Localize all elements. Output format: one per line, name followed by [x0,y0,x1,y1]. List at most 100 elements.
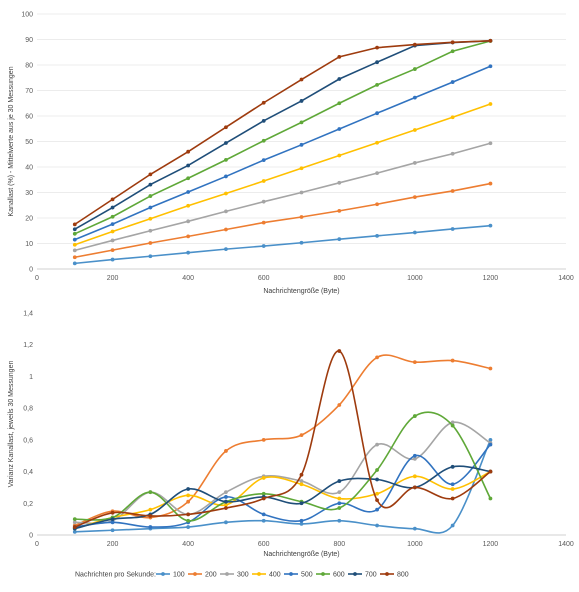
chart-2: 0 0,2 0,4 0,6 0,8 1 1,2 1,4 0 200 400 600 800 1000 120… [8,311,574,559]
data-point-500 [299,142,304,147]
data-point-800 [261,100,266,105]
data-point-700 [224,141,228,145]
data-point-300 [110,238,115,243]
data-point-700 [224,499,228,504]
legend-marker-800 [385,572,389,576]
legend-marker-300 [225,572,229,576]
data-point-800 [148,514,153,518]
legend-label-600: 600 [333,572,345,579]
data-point-400 [450,487,455,491]
data-point-100 [148,254,153,259]
data-point-200 [375,355,379,360]
data-point-200 [261,220,266,225]
data-point-100 [337,237,342,242]
data-point-800 [224,506,228,510]
y-axis-title: Kanallast (%) - Mittelwerte aus je 30 Me… [8,66,15,216]
y-tick-label: 60 [25,114,33,121]
data-point-100 [299,522,304,526]
data-point-400 [148,507,153,512]
data-point-100 [375,233,379,238]
data-point-200 [375,202,379,207]
data-point-800 [337,54,342,59]
data-point-800 [337,349,342,353]
data-point-400 [488,102,493,106]
data-point-300 [488,141,493,146]
data-point-100 [72,261,77,266]
data-point-800 [110,197,115,202]
data-point-400 [450,115,455,120]
data-point-500 [375,507,379,512]
data-point-800 [186,512,191,517]
x-tick-label: 1200 [483,275,499,282]
data-point-500 [261,158,266,163]
y-tick-label: 10 [25,241,33,248]
y-tick-label: 90 [25,37,33,44]
data-point-600 [186,176,191,181]
x-tick-label: 1400 [558,275,574,282]
data-point-500 [110,520,115,525]
data-point-300 [337,180,342,185]
data-point-700 [72,227,77,232]
data-point-200 [488,181,493,186]
legend-label-400: 400 [269,572,281,579]
data-point-200 [186,234,191,239]
data-point-600 [337,101,342,106]
data-point-700 [375,477,379,482]
series-line-800 [74,39,491,226]
x-tick-label: 1000 [407,541,423,548]
x-tick-label: 600 [258,275,270,282]
data-point-800 [412,485,417,490]
data-point-100 [261,244,266,248]
legend-marker-700 [353,572,357,576]
legend-label-500: 500 [301,572,313,579]
data-point-800 [110,510,115,515]
legend-marker-200 [193,572,197,576]
data-point-500 [450,482,455,487]
x-axis-title: Nachrichtengröße (Byte) [263,551,339,558]
data-point-700 [186,163,191,168]
data-point-300 [375,442,379,447]
data-point-200 [72,255,77,260]
x-tick-label: 0 [35,275,39,282]
data-point-200 [412,195,417,199]
data-point-300 [224,209,228,214]
y-tick-label: 70 [25,88,33,95]
y-tick-label: 0 [29,533,33,540]
data-point-500 [110,222,115,227]
data-point-400 [261,179,266,183]
x-axis-title: Nachrichtengröße (Byte) [263,288,339,295]
legend-marker-600 [321,572,325,576]
y-tick-label: 0,6 [23,437,33,444]
data-point-200 [450,358,455,363]
data-point-500 [412,453,417,458]
data-point-600 [186,518,191,523]
data-point-100 [450,523,455,528]
x-tick-label: 1400 [558,541,574,548]
data-point-500 [337,501,342,506]
x-tick-label: 200 [107,275,119,282]
data-point-500 [412,95,417,100]
data-point-100 [224,520,228,525]
legend-title: Nachrichten pro Sekunde: [75,572,156,579]
data-point-200 [412,360,417,365]
legend-marker-100 [161,572,165,576]
data-point-200 [488,366,493,371]
data-point-600 [450,423,455,428]
data-point-300 [148,228,153,233]
data-point-600 [110,214,115,219]
x-tick-label: 800 [333,541,345,548]
data-point-500 [261,512,266,517]
data-point-800 [488,469,493,474]
x-tick-label: 800 [333,275,345,282]
y-tick-label: 50 [25,139,33,146]
data-point-400 [299,482,304,487]
data-point-100 [72,529,77,534]
legend-label-800: 800 [397,572,409,579]
data-point-500 [450,80,455,84]
data-point-400 [110,229,115,234]
x-tick-label: 400 [182,541,194,548]
series-line-100 [74,224,491,265]
legend: Nachrichten pro Sekunde: 100 200 300 400 500 6… [75,572,409,579]
data-point-600 [299,120,304,125]
